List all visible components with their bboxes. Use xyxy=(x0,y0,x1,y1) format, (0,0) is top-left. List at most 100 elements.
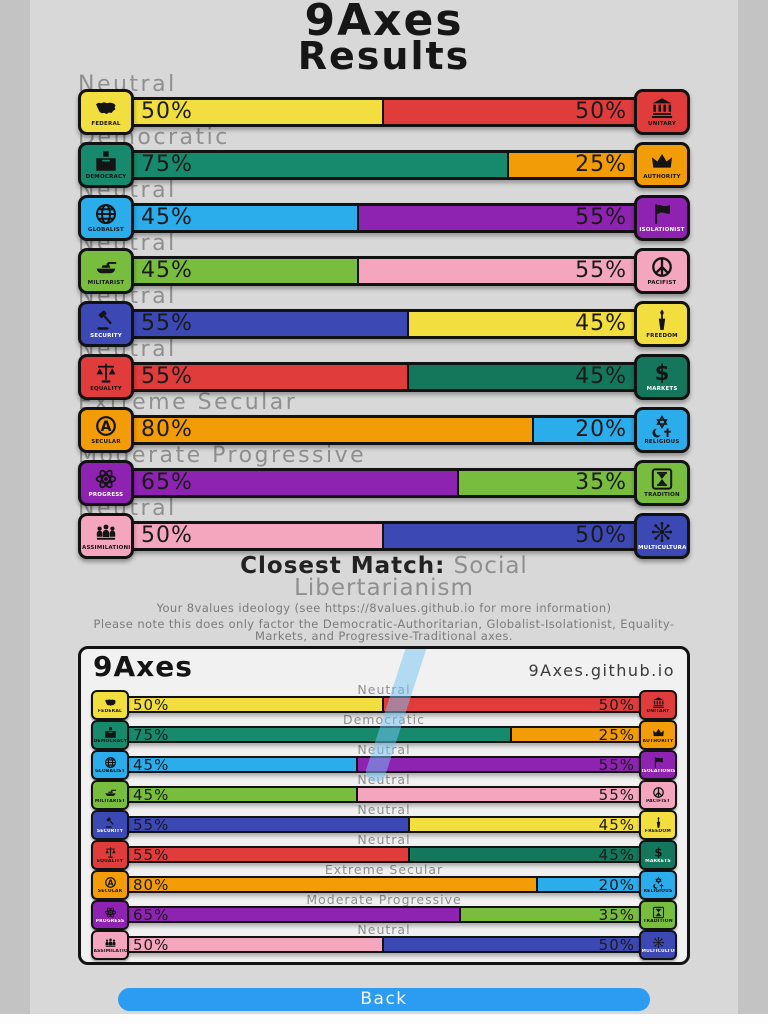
right-percent: 45% xyxy=(598,848,635,861)
axis-right-icon-box: MARKETS xyxy=(639,839,677,870)
axis-bar-row: GLOBALIST 45% 55% ISOLATIONIST xyxy=(78,194,690,241)
axis-verdict-label: Moderate Progressive xyxy=(306,893,462,906)
axis-row: Neutral FEDERAL 50% 50% UNITARY xyxy=(78,74,690,135)
axis-bar: 80% 20% xyxy=(131,414,637,445)
axis-row: Neutral GLOBALIST 45% 55% ISOLATIONIST xyxy=(78,180,690,241)
tank-icon xyxy=(94,255,118,279)
axis-verdict-label: Extreme Secular xyxy=(78,392,298,414)
left-percent: 55% xyxy=(141,364,193,389)
axis-bar-row: SECULAR 80% 20% RELIGIOUS xyxy=(91,869,677,900)
axis-row: Neutral ASSIMILATIONIST 50% 50% MULTICUL… xyxy=(91,924,677,960)
axis-right-icon-box: AUTHORITY xyxy=(634,141,690,188)
axis-row: Neutral ASSIMILATIONIST 50% 50% MULTICUL… xyxy=(78,498,690,559)
capitol-icon xyxy=(652,696,665,709)
left-rail xyxy=(0,0,30,1024)
axis-verdict-label: Neutral xyxy=(78,498,177,520)
axis-right-name: MARKETS xyxy=(645,858,671,864)
axis-bar: 80% 20% xyxy=(126,876,642,893)
axis-left-icon-box: DEMOCRACY xyxy=(78,141,134,188)
axis-row: Neutral EQUALITY 55% 45% MARKETS xyxy=(91,834,677,870)
axis-bar: 55% 45% xyxy=(131,361,637,392)
axis-right-icon-box: FREEDOM xyxy=(634,300,690,347)
axis-bar: 55% 45% xyxy=(131,308,637,339)
axis-verdict-label: Neutral xyxy=(78,233,177,255)
bar-left-segment: 50% xyxy=(128,698,384,711)
axis-verdict-label: Neutral xyxy=(357,683,411,696)
closest-match-value: Social Libertarianism xyxy=(294,553,528,601)
axis-verdict-label: Extreme Secular xyxy=(324,863,444,876)
axis-right-name: MULTICULTURALIST xyxy=(638,545,686,551)
axis-right-icon-box: MULTICULTURALIST xyxy=(634,512,690,559)
bar-right-segment: 45% xyxy=(409,818,640,831)
left-percent: 45% xyxy=(133,758,170,771)
peace-icon xyxy=(652,786,665,799)
usa-map-icon xyxy=(104,696,117,709)
axis-verdict-label: Neutral xyxy=(357,803,411,816)
left-percent: 65% xyxy=(141,470,193,495)
left-percent: 50% xyxy=(133,698,170,711)
axis-left-name: ASSIMILATIONIST xyxy=(82,545,130,551)
axis-verdict-label: Neutral xyxy=(357,743,411,756)
right-percent: 45% xyxy=(575,364,627,389)
axis-right-icon-box: FREEDOM xyxy=(639,809,677,840)
hourglass-icon xyxy=(650,467,674,491)
axis-left-name: EQUALITY xyxy=(96,858,124,864)
axis-bar: 50% 50% xyxy=(126,936,642,953)
right-percent: 20% xyxy=(598,878,635,891)
axis-left-icon-box: SECURITY xyxy=(91,809,129,840)
page-title-line1: 9Axes xyxy=(304,0,464,46)
bar-right-segment: 55% xyxy=(359,205,634,230)
religious-symbols-icon xyxy=(650,414,674,438)
axis-verdict-label: Democratic xyxy=(342,713,426,726)
right-percent: 35% xyxy=(598,908,635,921)
gavel-icon xyxy=(94,308,118,332)
bar-right-segment: 45% xyxy=(409,848,640,861)
axis-row: Neutral SECURITY 55% 45% FREEDOM xyxy=(78,286,690,347)
axis-left-name: SECURITY xyxy=(96,828,124,834)
axis-right-icon-box: TRADITION xyxy=(634,459,690,506)
bar-left-segment: 80% xyxy=(128,878,538,891)
axis-verdict-label: Democratic xyxy=(78,127,230,149)
axis-bar-row: PROGRESS 65% 35% TRADITION xyxy=(91,899,677,930)
bar-left-segment: 50% xyxy=(134,99,384,124)
axis-bar-row: GLOBALIST 45% 55% ISOLATIONIST xyxy=(91,749,677,780)
axis-bar-row: DEMOCRACY 75% 25% AUTHORITY xyxy=(78,141,690,188)
peace-icon xyxy=(650,255,674,279)
main-content: 9Axes Results Neutral FEDERAL 50% 50% UN… xyxy=(30,0,738,1024)
people-group-icon xyxy=(104,936,117,949)
bar-left-segment: 75% xyxy=(128,728,512,741)
capitol-icon xyxy=(650,96,674,120)
right-percent: 55% xyxy=(598,788,635,801)
people-burst-icon xyxy=(650,520,674,544)
ballot-box-icon xyxy=(94,149,118,173)
axis-right-icon-box: AUTHORITY xyxy=(639,719,677,750)
axis-right-icon-box: PACIFIST xyxy=(634,247,690,294)
right-percent: 50% xyxy=(598,938,635,951)
axis-right-icon-box: PACIFIST xyxy=(639,779,677,810)
axis-row: Neutral EQUALITY 55% 45% MARKETS xyxy=(78,339,690,400)
dollar-icon xyxy=(650,361,674,385)
axis-right-name: PACIFIST xyxy=(647,280,677,286)
axis-bar-row: EQUALITY 55% 45% MARKETS xyxy=(78,353,690,400)
axis-bar: 65% 35% xyxy=(126,906,642,923)
right-percent: 25% xyxy=(575,152,627,177)
axis-right-icon-box: RELIGIOUS xyxy=(634,406,690,453)
bar-right-segment: 50% xyxy=(384,698,640,711)
axis-bar: 75% 25% xyxy=(126,726,642,743)
axis-bar-row: PROGRESS 65% 35% TRADITION xyxy=(78,459,690,506)
bar-right-segment: 55% xyxy=(358,758,640,771)
left-percent: 55% xyxy=(141,311,193,336)
bar-left-segment: 80% xyxy=(134,417,534,442)
ballot-box-icon xyxy=(104,726,117,739)
right-percent: 20% xyxy=(575,417,627,442)
back-button[interactable]: Back xyxy=(118,988,650,1011)
left-percent: 50% xyxy=(141,99,193,124)
axis-bar-row: EQUALITY 55% 45% MARKETS xyxy=(91,839,677,870)
axis-right-name: RELIGIOUS xyxy=(643,888,673,894)
axis-verdict-label: Neutral xyxy=(78,286,177,308)
axis-verdict-label: Neutral xyxy=(357,773,411,786)
results-list: Neutral FEDERAL 50% 50% UNITARY Democrat… xyxy=(30,72,738,559)
bar-left-segment: 55% xyxy=(134,311,409,336)
left-percent: 45% xyxy=(133,788,170,801)
axis-right-name: RELIGIOUS xyxy=(644,439,680,445)
